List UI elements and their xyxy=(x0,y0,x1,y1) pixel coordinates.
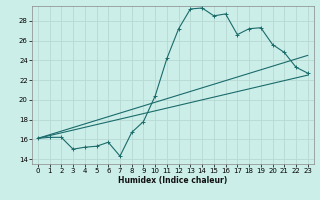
X-axis label: Humidex (Indice chaleur): Humidex (Indice chaleur) xyxy=(118,176,228,185)
